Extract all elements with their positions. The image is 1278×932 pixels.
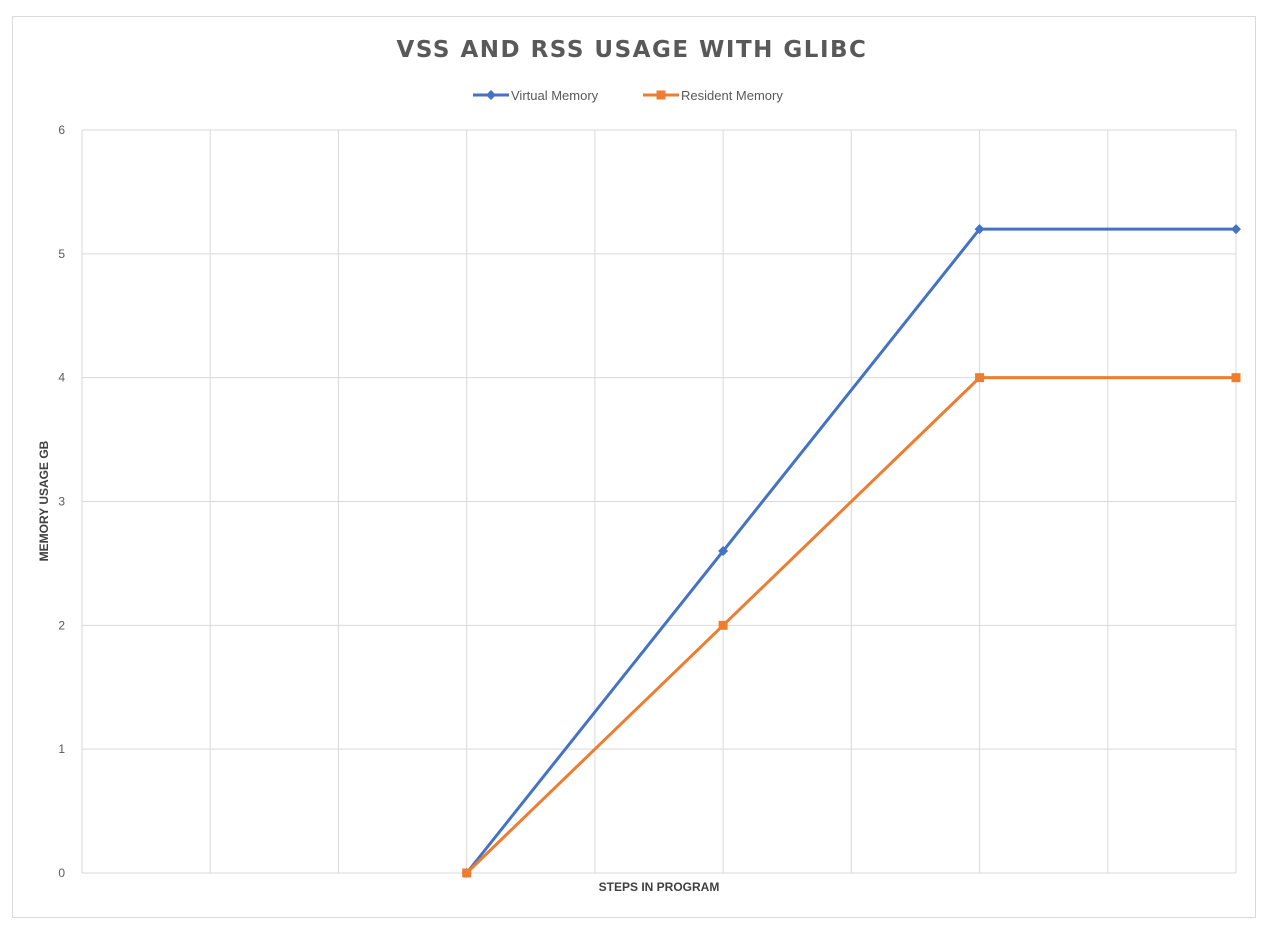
grid [81,129,1237,874]
legend-item: Virtual Memory [473,88,599,103]
legend-item: Resident Memory [643,88,783,103]
legend-label: Resident Memory [681,88,783,103]
y-tick-label: 1 [58,742,65,756]
y-tick-label: 3 [58,495,65,509]
y-tick-label: 2 [58,618,65,632]
legend-label: Virtual Memory [511,88,599,103]
data-point-marker [656,90,666,100]
legend: Virtual Memory Resident Memory [473,88,783,103]
data-point-marker [1231,373,1241,383]
chart-frame [12,16,1256,918]
data-point-marker [486,90,496,100]
data-point-marker [975,373,985,383]
data-point-marker [974,224,985,235]
data-point-marker [718,546,729,557]
y-tick-label: 4 [58,371,65,385]
data-point-marker [718,620,728,630]
series-line [465,376,1238,875]
x-axis-label: STEPS IN PROGRAM [599,880,720,894]
series-resident-memory [462,373,1241,878]
y-tick-label: 0 [58,866,65,880]
y-tick-label: 6 [58,123,65,137]
chart-title: VSS AND RSS USAGE WITH GLIBC [397,37,868,63]
y-axis-label: MEMORY USAGE GB [37,440,51,561]
series-layer [461,224,1241,878]
data-point-marker [1231,224,1241,235]
y-axis-ticks: 0 1 2 3 4 5 6 [58,123,65,880]
series-line [465,227,1238,875]
data-point-marker [462,868,472,878]
y-tick-label: 5 [58,247,65,261]
